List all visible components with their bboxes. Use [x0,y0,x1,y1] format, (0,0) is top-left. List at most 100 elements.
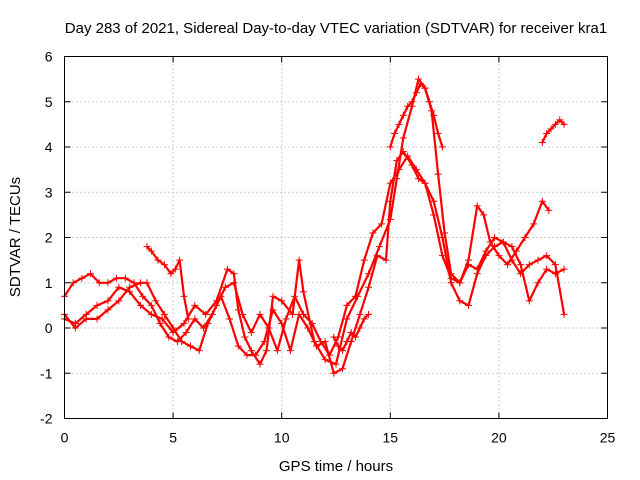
data-point-marker [247,347,255,355]
data-point-marker [430,211,438,219]
data-point-marker [417,80,425,88]
data-point-marker [180,319,188,327]
data-point-marker [543,265,551,273]
data-point-marker [425,98,433,106]
data-point-marker [71,324,79,332]
x-tick-label: 20 [491,430,507,446]
data-point-marker [299,288,307,296]
data-point-marker [147,310,155,318]
data-point-marker [291,292,299,300]
data-point-marker [282,315,290,323]
data-point-marker [139,292,147,300]
data-point-marker [421,179,429,187]
data-point-marker [195,347,203,355]
y-tick-label: 5 [45,94,53,110]
data-point-marker [143,243,151,251]
data-point-marker [78,274,86,282]
data-point-marker [491,243,499,251]
data-point-marker [438,234,446,241]
data-point-marker [93,315,101,323]
series-track-c [61,152,568,359]
data-point-marker [223,265,231,273]
data-point-marker [241,333,249,341]
data-point-marker [69,279,77,287]
data-point-marker [278,297,286,305]
data-point-marker [147,301,155,309]
data-point-marker [213,301,221,309]
data-point-marker [395,166,403,174]
data-point-marker [495,252,503,260]
data-point-marker [399,134,407,142]
series-trace [63,150,566,375]
data-point-marker [491,234,499,241]
data-point-marker [395,120,403,128]
data-point-marker [115,297,123,305]
series-track-a [61,75,553,368]
x-tick-label: 10 [274,430,290,446]
data-point-marker [260,338,268,346]
data-point-marker [404,102,412,110]
data-point-marker [438,252,446,260]
data-point-marker [556,116,564,124]
data-point-marker [93,301,101,309]
data-point-marker [560,120,568,128]
data-point-marker [137,279,145,287]
data-point-marker [386,179,394,187]
data-point-marker [126,283,134,291]
data-point-marker [269,292,277,300]
data-point-marker [299,310,307,318]
data-point-marker [182,329,190,337]
series-track-d [143,243,192,323]
data-point-marker [499,238,507,246]
data-point-marker [560,265,568,273]
data-point-marker [230,279,238,287]
data-point-marker [534,256,542,264]
data-point-marker [243,351,251,359]
data-point-marker [160,310,168,318]
data-point-marker [386,143,394,151]
data-point-marker [365,310,373,318]
x-tick-label: 15 [383,430,399,446]
data-point-marker [547,125,555,133]
data-point-marker [438,143,446,151]
data-point-marker [160,261,168,269]
data-point-marker [152,297,160,305]
y-tick-label: 6 [45,49,53,65]
data-point-marker [186,342,194,350]
data-point-marker [482,247,490,255]
data-point-marker [382,256,390,264]
data-point-marker [551,261,559,269]
data-point-marker [525,261,533,269]
x-tick-label: 0 [61,430,69,446]
data-point-marker [184,315,192,323]
data-point-marker [321,356,329,364]
data-point-marker [137,301,145,309]
data-point-marker [356,310,364,318]
data-point-marker [121,274,129,282]
data-point-marker [393,157,401,165]
y-tick-label: -1 [40,365,53,381]
data-point-marker [308,319,316,327]
data-point-marker [356,324,364,332]
y-axis-title: SDTVAR / TECUs [7,177,24,297]
data-point-marker [147,247,155,255]
data-point-marker [167,270,175,278]
series-track-f [538,116,568,146]
series-track-e [386,80,446,151]
series-trace [541,118,566,144]
data-point-marker [180,292,188,300]
data-point-marker [343,301,351,309]
data-point-marker [521,234,529,241]
data-point-marker [154,256,162,264]
data-point-marker [95,279,103,287]
series-track-b [61,148,568,377]
data-point-marker [480,211,488,219]
data-point-marker [421,84,429,92]
data-point-marker [360,315,368,323]
data-point-marker [551,120,559,128]
data-point-marker [339,347,347,355]
data-point-marker [415,175,423,183]
data-point-marker [430,111,438,119]
series-track-g [330,310,373,355]
data-point-marker [169,324,177,332]
